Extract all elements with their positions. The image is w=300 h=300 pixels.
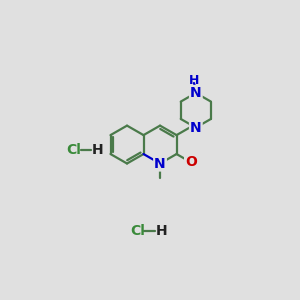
Text: Cl: Cl: [66, 143, 81, 157]
Text: Cl: Cl: [130, 224, 145, 238]
Text: N: N: [154, 157, 166, 170]
Text: H: H: [155, 224, 167, 238]
Text: O: O: [185, 155, 197, 170]
Text: H: H: [189, 74, 199, 87]
Text: N: N: [190, 86, 202, 100]
Text: N: N: [190, 121, 202, 135]
Text: H: H: [92, 143, 103, 157]
